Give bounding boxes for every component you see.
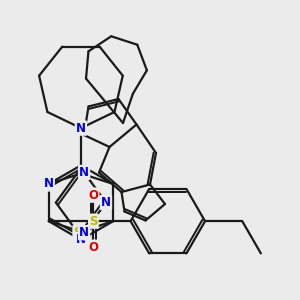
Text: O: O: [88, 241, 98, 254]
Text: S: S: [89, 215, 98, 228]
Text: N: N: [76, 233, 86, 246]
Text: N: N: [44, 178, 54, 190]
Text: N: N: [101, 196, 111, 209]
Text: O: O: [88, 189, 98, 202]
Text: N: N: [79, 226, 89, 239]
Text: N: N: [76, 122, 86, 135]
Text: N: N: [79, 166, 89, 179]
Text: S: S: [74, 226, 82, 239]
